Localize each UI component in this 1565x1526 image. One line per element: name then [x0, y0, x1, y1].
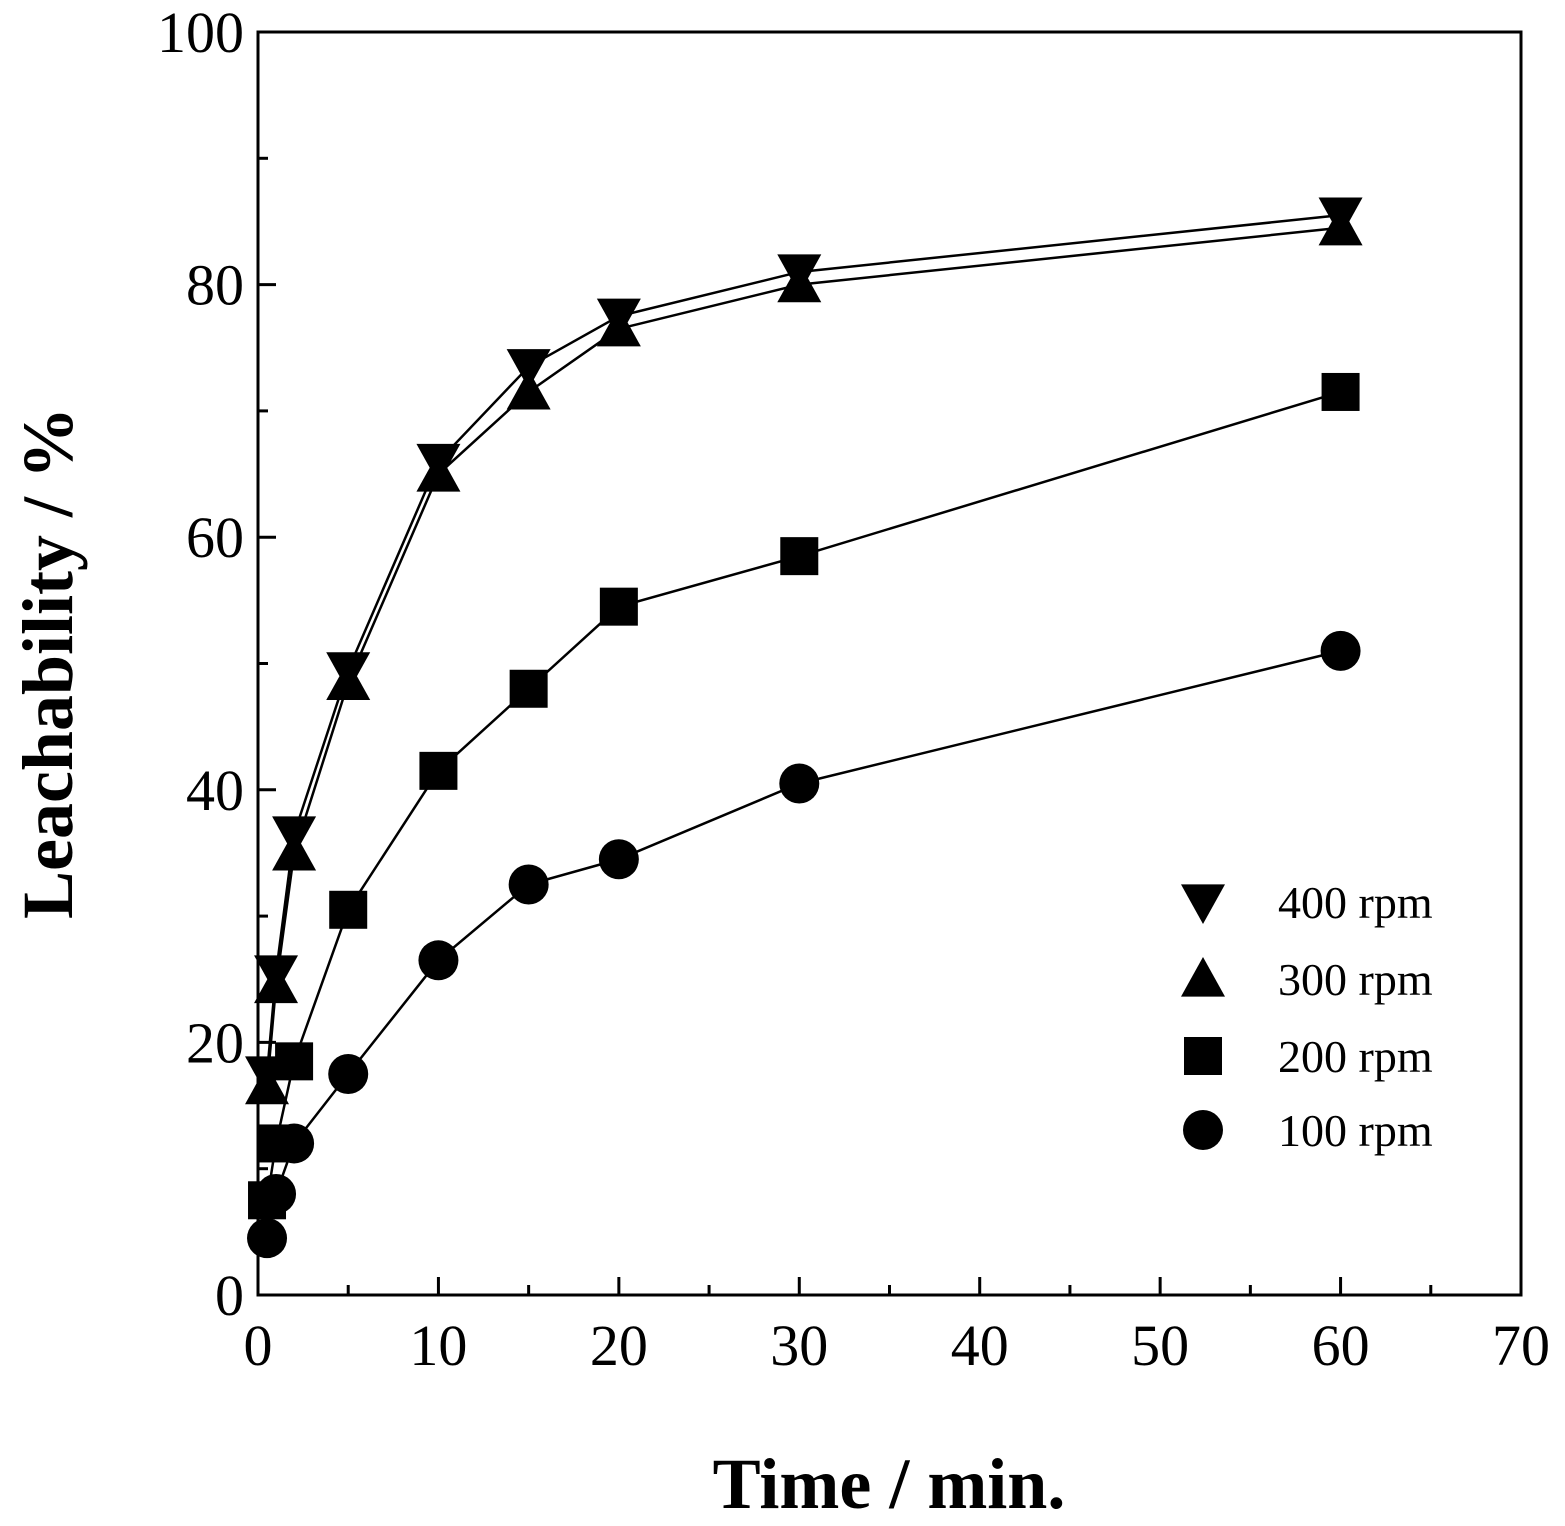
- legend-label: 300 rpm: [1278, 954, 1433, 1005]
- x-tick-label: 70: [1492, 1313, 1550, 1378]
- series-circle: [247, 630, 1361, 1259]
- y-tick-label: 80: [186, 253, 244, 318]
- data-point-triangle-up: [254, 963, 299, 1004]
- data-point-square: [1321, 372, 1360, 411]
- data-point-circle: [508, 864, 549, 905]
- x-tick-label: 60: [1312, 1313, 1370, 1378]
- data-point-square: [275, 1042, 314, 1081]
- legend-marker-triangle-up: [1181, 957, 1225, 997]
- data-point-triangle-up: [777, 262, 822, 303]
- data-point-circle: [779, 763, 820, 804]
- y-axis-title: Leachability / %: [8, 407, 88, 919]
- axis-ticks: [256, 30, 1523, 1297]
- data-point-circle: [274, 1123, 315, 1164]
- legend-label: 100 rpm: [1278, 1105, 1433, 1156]
- data-point-triangle-up: [1318, 205, 1363, 246]
- y-tick-label: 100: [157, 0, 244, 65]
- y-tick-label: 20: [186, 1010, 244, 1075]
- axis-tick-labels: 0 10 20 30 40 50 60 70 0 20 40 60 80 100: [157, 0, 1550, 1378]
- series-triangle-down: [245, 197, 1363, 1096]
- data-point-triangle-down: [506, 349, 551, 389]
- series-layer: [245, 197, 1363, 1259]
- data-point-square: [509, 669, 548, 708]
- legend-item: 400 rpm: [1181, 877, 1433, 928]
- data-point-triangle-up: [326, 660, 371, 701]
- data-point-circle: [247, 1218, 288, 1259]
- data-point-triangle-up: [245, 1064, 290, 1105]
- legend-marker-triangle-down: [1181, 884, 1225, 924]
- x-tick-label: 50: [1131, 1313, 1189, 1378]
- x-tick-label: 0: [244, 1313, 273, 1378]
- data-point-triangle-up: [272, 830, 317, 871]
- data-point-square: [419, 751, 458, 790]
- legend-marker-circle: [1183, 1110, 1223, 1150]
- data-point-square: [329, 890, 368, 929]
- data-point-circle: [256, 1173, 297, 1214]
- series-square: [248, 372, 1360, 1220]
- data-point-square: [780, 537, 819, 576]
- data-point-circle: [418, 940, 459, 981]
- data-point-triangle-up: [416, 452, 461, 492]
- data-point-circle: [598, 839, 639, 880]
- y-tick-label: 40: [186, 758, 244, 823]
- legend-marker-square: [1184, 1037, 1222, 1075]
- x-tick-label: 10: [409, 1313, 467, 1378]
- legend: 400 rpm 300 rpm 200 rpm 100 rpm: [1181, 877, 1433, 1156]
- x-tick-label: 20: [590, 1313, 648, 1378]
- data-point-triangle-up: [506, 369, 551, 410]
- x-axis-title: Time / min.: [713, 1444, 1066, 1524]
- data-point-square: [599, 587, 638, 626]
- y-tick-label: 0: [215, 1263, 244, 1328]
- legend-item: 100 rpm: [1183, 1105, 1433, 1156]
- data-point-circle: [1320, 630, 1361, 671]
- x-tick-label: 30: [770, 1313, 828, 1378]
- legend-label: 400 rpm: [1278, 877, 1433, 928]
- legend-item: 200 rpm: [1184, 1031, 1433, 1082]
- x-tick-label: 40: [951, 1313, 1009, 1378]
- y-tick-label: 60: [186, 505, 244, 570]
- series-triangle-up: [245, 205, 1363, 1105]
- legend-item: 300 rpm: [1181, 954, 1433, 1005]
- data-point-triangle-up: [596, 306, 641, 347]
- data-point-circle: [328, 1053, 369, 1094]
- legend-label: 200 rpm: [1278, 1031, 1433, 1082]
